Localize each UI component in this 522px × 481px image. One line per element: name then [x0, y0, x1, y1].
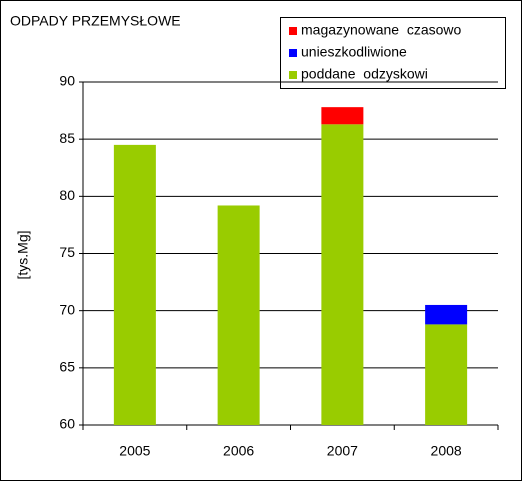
bar-segment — [425, 304, 468, 325]
y-tick-label: 75 — [59, 244, 75, 260]
legend-swatch — [289, 49, 297, 57]
bar-segment — [425, 324, 468, 425]
x-tick-label: 2006 — [223, 443, 254, 459]
y-tick-label: 65 — [59, 359, 75, 375]
y-tick-label: 70 — [59, 301, 75, 317]
y-tick-label: 85 — [59, 130, 75, 146]
bar-segment — [113, 144, 156, 425]
legend-box — [280, 17, 506, 89]
y-axis-label: [tys.Mg] — [15, 230, 31, 279]
legend-label: poddane odzyskowi — [301, 66, 428, 82]
bar-segment — [217, 205, 260, 425]
bar-segment — [321, 107, 364, 125]
legend-swatch — [289, 27, 297, 35]
legend-swatch — [289, 71, 297, 79]
y-tick-label: 80 — [59, 187, 75, 203]
bar-segment — [321, 124, 364, 425]
x-tick-label: 2008 — [431, 443, 462, 459]
y-tick-label: 90 — [59, 73, 75, 89]
x-tick-label: 2005 — [119, 443, 150, 459]
x-tick-label: 2007 — [327, 443, 358, 459]
legend-label: magazynowane czasowo — [301, 22, 462, 38]
chart-title: ODPADY PRZEMYSŁOWE — [10, 13, 181, 29]
legend-label: unieszkodliwione — [301, 44, 407, 60]
y-tick-label: 60 — [59, 416, 75, 432]
